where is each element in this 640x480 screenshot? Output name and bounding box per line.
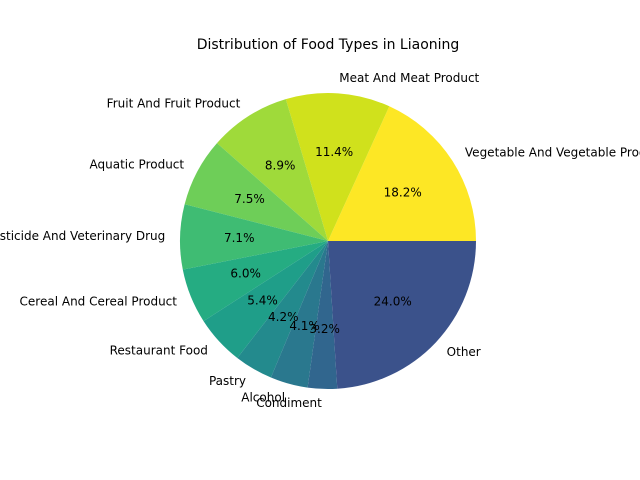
pie-slice-restaurant-food xyxy=(203,241,328,358)
pie-slice-condiment xyxy=(307,241,338,390)
pie-slice-aquatic-product xyxy=(184,143,328,241)
pie-slice-vegetable-and-vegetable-product xyxy=(328,106,476,241)
category-label-condiment: Condiment xyxy=(256,396,322,410)
category-label-other: Other xyxy=(447,345,481,359)
category-label-cereal-and-cereal-product: Cereal And Cereal Product xyxy=(20,294,178,308)
pie-slice-cereal-and-cereal-product xyxy=(182,241,328,322)
percent-label-fruit-and-fruit-product: 8.9% xyxy=(265,159,296,173)
category-labels: Vegetable And Vegetable Product Meat And … xyxy=(0,71,640,410)
percent-label-condiment: 3.2% xyxy=(309,322,340,336)
percent-label-alcohol: 4.1% xyxy=(289,319,320,333)
category-label-pastry: Pastry xyxy=(209,374,246,388)
pie-slice-meat-and-meat-product xyxy=(285,92,390,241)
percent-label-cereal-and-cereal-product: 6.0% xyxy=(230,267,261,281)
pie-slice-fruit-and-fruit-product xyxy=(216,99,328,241)
percent-labels: 18.2% 11.4% 8.9% 7.5% 7.1% 6.0% 5.4% 4.2%4.1%3.… xyxy=(224,145,422,336)
chart-title: Distribution of Food Types in Liaoning xyxy=(197,37,460,53)
percent-label-pastry: 4.2% xyxy=(268,310,299,324)
category-label-meat-and-meat-product: Meat And Meat Product xyxy=(339,71,479,85)
category-label-fruit-and-fruit-product: Fruit And Fruit Product xyxy=(107,96,241,110)
pie-slice-pesticide-and-veterinary-drug xyxy=(179,204,328,270)
pie-slices xyxy=(179,92,476,390)
pie-slice-alcohol xyxy=(270,241,328,388)
category-label-alcohol: Alcohol xyxy=(241,391,285,405)
percent-label-restaurant-food: 5.4% xyxy=(247,293,278,307)
category-label-vegetable-and-vegetable-product: Vegetable And Vegetable Product xyxy=(465,145,640,159)
percent-label-pesticide-and-veterinary-drug: 7.1% xyxy=(224,231,255,245)
pie-slice-other xyxy=(328,241,476,389)
category-label-aquatic-product: Aquatic Product xyxy=(90,157,185,171)
pie-slice-pastry xyxy=(237,241,328,378)
category-label-pesticide-and-veterinary-drug: Pesticide And Veterinary Drug xyxy=(0,229,165,243)
percent-label-aquatic-product: 7.5% xyxy=(234,192,265,206)
percent-label-vegetable-and-vegetable-product: 18.2% xyxy=(384,185,422,199)
category-label-restaurant-food: Restaurant Food xyxy=(110,343,208,357)
percent-label-other: 24.0% xyxy=(374,294,412,308)
percent-label-meat-and-meat-product: 11.4% xyxy=(315,145,353,159)
